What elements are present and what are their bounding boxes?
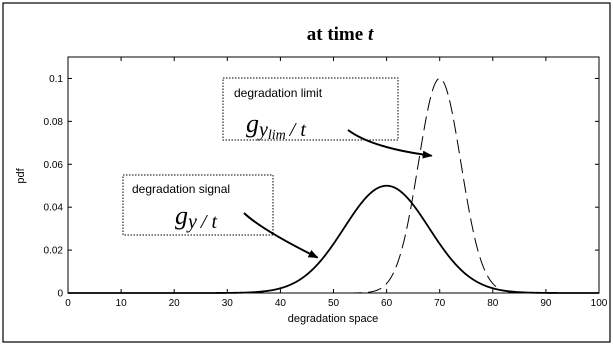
y-tick-label: 0.06: [44, 160, 64, 171]
y-tick-label: 0.02: [44, 246, 64, 257]
x-tick-label: 50: [328, 298, 340, 309]
limit-formula-subsub: lim: [268, 128, 286, 143]
x-tick-label: 100: [591, 298, 608, 309]
x-tick-label: 0: [65, 298, 71, 309]
limit-formula-sub: y: [257, 119, 268, 141]
x-tick-label: 70: [434, 298, 446, 309]
limit-formula-tail: / t: [289, 119, 307, 141]
x-tick-label: 80: [487, 298, 499, 309]
y-axis-label: pdf: [15, 167, 27, 183]
signal-formula-sub: y: [186, 211, 197, 233]
y-tick-label: 0.08: [44, 117, 64, 128]
y-tick-label: 0: [57, 289, 63, 300]
chart-title: at time t: [307, 24, 374, 45]
degradation-limit-curve: [68, 77, 599, 294]
limit-callout-box: [222, 77, 399, 141]
signal-formula-main: g: [175, 201, 188, 230]
signal-arrow: [243, 212, 319, 259]
axis-ticks: 0 10 20 30 40 50 60 70 80 90 100 0 0.02 0.04 0.06 0.08 0…: [44, 57, 608, 309]
x-tick-label: 20: [169, 298, 181, 309]
x-tick-label: 60: [381, 298, 393, 309]
series-lines: [68, 77, 599, 294]
signal-callout-box: [122, 174, 274, 236]
x-tick-label: 90: [540, 298, 552, 309]
limit-callout-formula: gylim / t: [246, 109, 306, 143]
x-tick-label: 10: [116, 298, 128, 309]
limit-arrow: [347, 129, 433, 159]
signal-callout-formula: gy / t: [175, 201, 217, 233]
signal-callout-label: degradation signal: [132, 182, 230, 196]
y-tick-label: 0.04: [44, 203, 64, 214]
limit-formula-main: g: [246, 109, 259, 138]
x-tick-label: 40: [275, 298, 287, 309]
limit-callout-label: degradation limit: [234, 86, 323, 100]
x-tick-label: 30: [222, 298, 234, 309]
y-tick-label: 0.1: [49, 74, 63, 85]
signal-formula-tail: / t: [200, 211, 218, 233]
x-axis-label: degradation space: [288, 313, 379, 325]
